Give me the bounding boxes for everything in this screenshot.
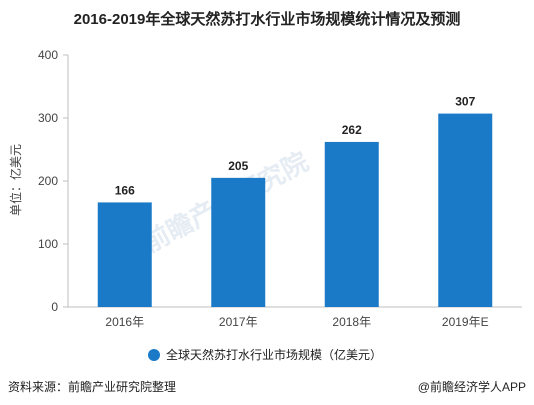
bar bbox=[438, 113, 493, 307]
legend-marker bbox=[148, 349, 160, 361]
chart-title: 2016-2019年全球天然苏打水行业市场规模统计情况及预测 bbox=[73, 11, 461, 28]
bar bbox=[97, 202, 152, 307]
bars-group: 166 2016年 205 2017年 262 2018年 307 2019年E bbox=[97, 95, 493, 329]
y-tick-label: 0 bbox=[51, 300, 58, 314]
bar-value-label: 205 bbox=[228, 159, 248, 173]
y-tick-label: 400 bbox=[38, 48, 58, 62]
bar-value-label: 262 bbox=[342, 123, 362, 137]
legend-label: 全球天然苏打水行业市场规模（亿美元） bbox=[166, 347, 382, 362]
bar bbox=[211, 177, 266, 307]
x-tick-label: 2018年 bbox=[332, 315, 371, 329]
y-axis-label: 单位：亿美元 bbox=[8, 144, 23, 216]
x-tick-label: 2017年 bbox=[219, 315, 258, 329]
legend: 全球天然苏打水行业市场规模（亿美元） bbox=[148, 347, 382, 362]
bar-value-label: 166 bbox=[115, 183, 135, 197]
y-tick-label: 300 bbox=[38, 111, 58, 125]
x-tick-label: 2019年E bbox=[442, 315, 489, 329]
source-note: 资料来源：前瞻产业研究院整理 bbox=[8, 380, 177, 394]
x-tick-label: 2016年 bbox=[105, 315, 144, 329]
y-tick-label: 100 bbox=[38, 237, 58, 251]
bar bbox=[324, 141, 379, 307]
brand-credit: @前瞻经济学人APP bbox=[417, 380, 526, 394]
bar-value-label: 307 bbox=[455, 95, 475, 109]
y-tick-label: 200 bbox=[38, 174, 58, 188]
